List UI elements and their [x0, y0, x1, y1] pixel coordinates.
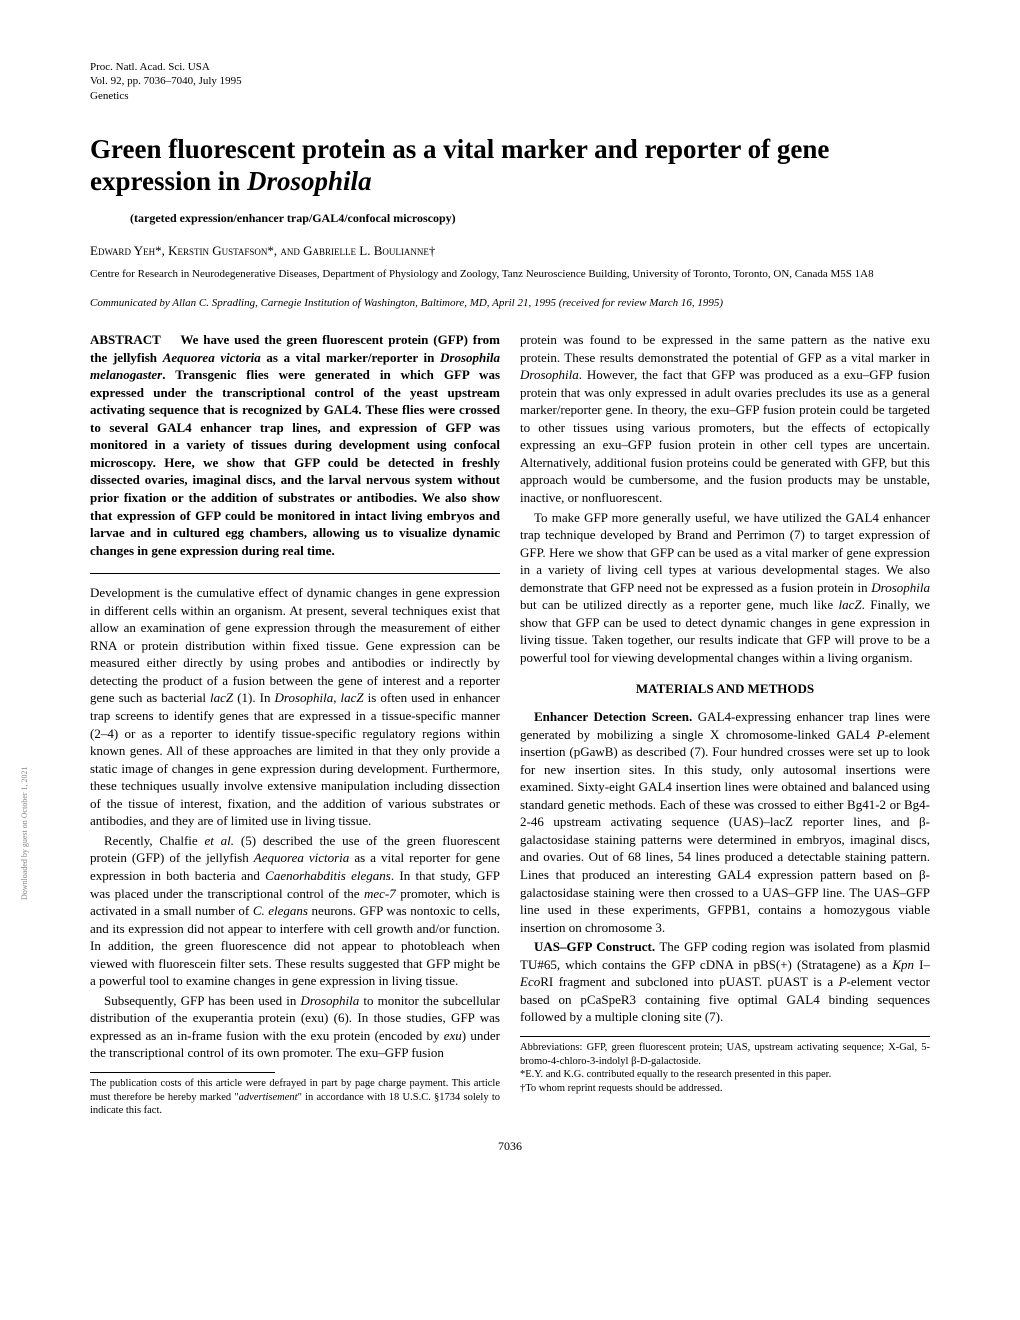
methods-p2: UAS–GFP Construct. The GFP coding region… — [520, 938, 930, 1026]
affiliation: Centre for Research in Neurodegenerative… — [90, 267, 930, 282]
intro-p4: protein was found to be expressed in the… — [520, 331, 930, 506]
article-body: ABSTRACT We have used the green fluoresc… — [90, 331, 930, 1118]
abstract-text: We have used the green fluorescent prote… — [90, 332, 500, 558]
left-footnote-divider — [90, 1072, 275, 1073]
journal-header: Proc. Natl. Acad. Sci. USA Vol. 92, pp. … — [90, 60, 930, 103]
methods-heading: MATERIALS AND METHODS — [520, 680, 930, 698]
correspondence-footnote: †To whom reprint requests should be addr… — [520, 1082, 930, 1096]
intro-p3: Subsequently, GFP has been used in Droso… — [90, 992, 500, 1062]
abstract-label: ABSTRACT — [90, 332, 161, 347]
abbreviations-footnote: Abbreviations: GFP, green fluorescent pr… — [520, 1041, 930, 1068]
journal-name: Proc. Natl. Acad. Sci. USA — [90, 60, 930, 74]
intro-p5: To make GFP more generally useful, we ha… — [520, 509, 930, 667]
article-subtitle: (targeted expression/enhancer trap/GAL4/… — [90, 210, 930, 226]
contribution-footnote: *E.Y. and K.G. contributed equally to th… — [520, 1068, 930, 1082]
download-watermark: Downloaded by guest on October 1, 2021 — [20, 766, 31, 900]
page-number: 7036 — [90, 1138, 930, 1154]
publication-footnote: The publication costs of this article we… — [90, 1077, 500, 1118]
right-footnote-divider — [520, 1036, 930, 1037]
authors: Edward Yeh*, Kerstin Gustafson*, and Gab… — [90, 242, 930, 260]
methods-label-2: UAS–GFP Construct. — [534, 939, 655, 954]
methods-label-1: Enhancer Detection Screen. — [534, 709, 692, 724]
article-title: Green fluorescent protein as a vital mar… — [90, 133, 930, 198]
journal-section: Genetics — [90, 89, 930, 103]
methods-p1: Enhancer Detection Screen. GAL4-expressi… — [520, 708, 930, 936]
abstract-divider — [90, 573, 500, 574]
journal-volume: Vol. 92, pp. 7036–7040, July 1995 — [90, 74, 930, 88]
abstract: ABSTRACT We have used the green fluoresc… — [90, 331, 500, 559]
intro-p2: Recently, Chalfie et al. (5) described t… — [90, 832, 500, 990]
communicated-by: Communicated by Allan C. Spradling, Carn… — [90, 296, 930, 311]
intro-p1: Development is the cumulative effect of … — [90, 584, 500, 830]
